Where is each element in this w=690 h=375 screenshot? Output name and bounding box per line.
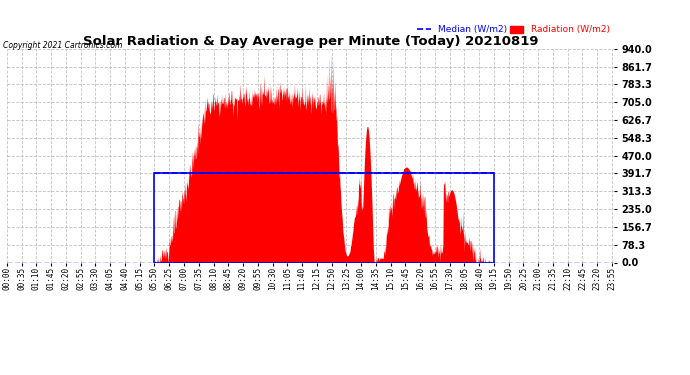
- Legend: Median (W/m2), Radiation (W/m2): Median (W/m2), Radiation (W/m2): [417, 26, 609, 34]
- Text: Copyright 2021 Cartronics.com: Copyright 2021 Cartronics.com: [3, 41, 123, 50]
- Bar: [155, 173, 494, 262]
- Title: Solar Radiation & Day Average per Minute (Today) 20210819: Solar Radiation & Day Average per Minute…: [83, 34, 538, 48]
